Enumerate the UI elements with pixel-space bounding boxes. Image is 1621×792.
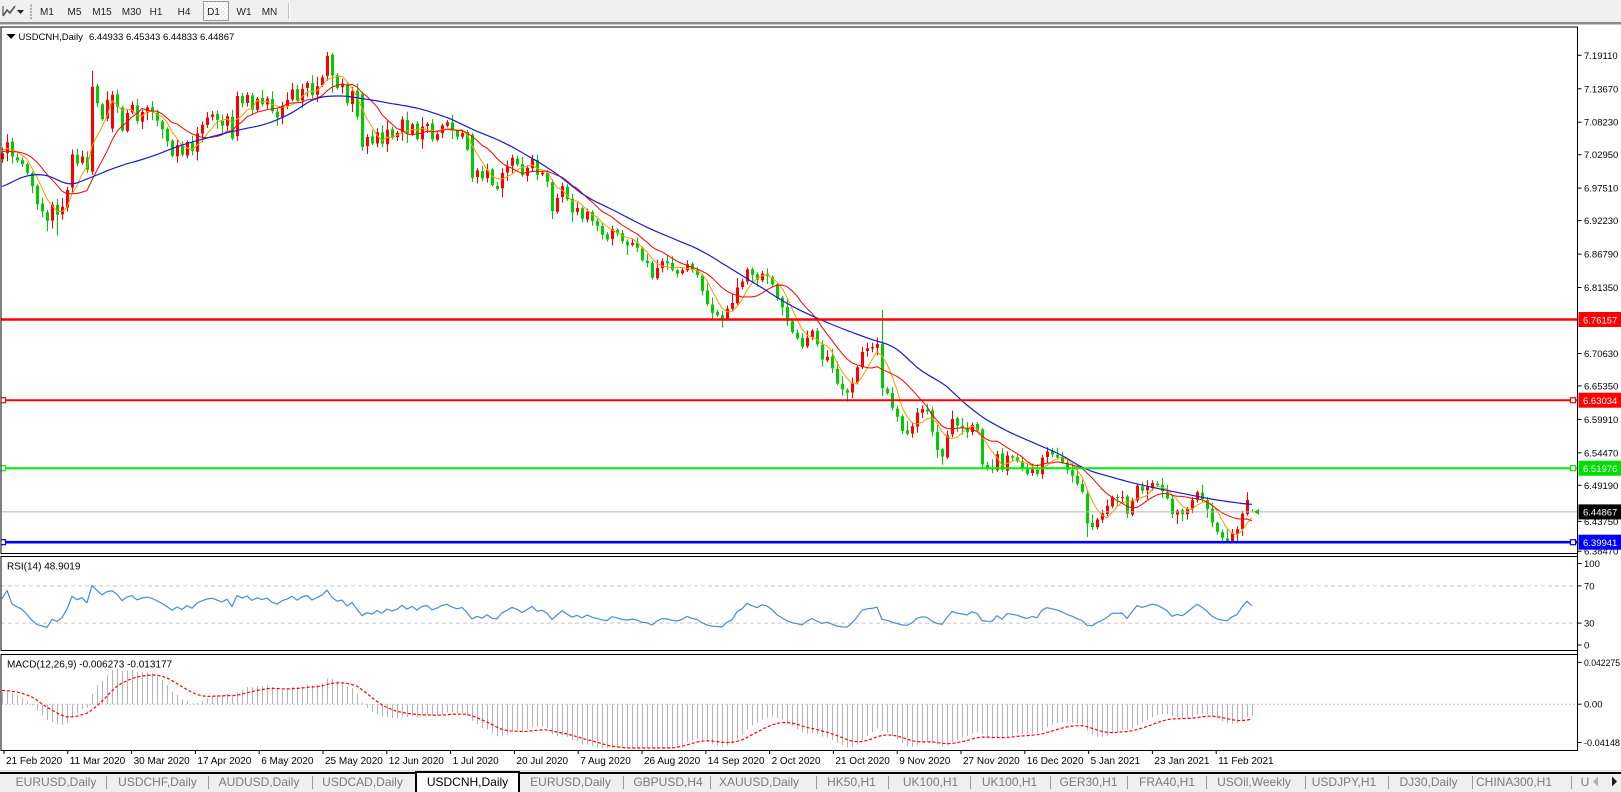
svg-text:EURUSD,Daily: EURUSD,Daily xyxy=(16,775,97,789)
svg-text:UK100,H1: UK100,H1 xyxy=(982,775,1038,789)
svg-text:0.042275: 0.042275 xyxy=(1584,658,1620,669)
svg-text:USOil,Weekly: USOil,Weekly xyxy=(1217,775,1291,789)
svg-text:XAUUSD,Daily: XAUUSD,Daily xyxy=(719,775,799,789)
svg-text:CHINA300,H1: CHINA300,H1 xyxy=(1476,775,1552,789)
svg-text:2 Oct 2020: 2 Oct 2020 xyxy=(772,756,821,767)
svg-text:30 Mar 2020: 30 Mar 2020 xyxy=(134,756,191,767)
svg-text:AUDUSD,Daily: AUDUSD,Daily xyxy=(219,775,300,789)
svg-text:USDCHF,Daily: USDCHF,Daily xyxy=(118,775,197,789)
svg-text:7 Aug 2020: 7 Aug 2020 xyxy=(580,756,631,767)
svg-text:30: 30 xyxy=(1584,619,1595,630)
svg-text:6.44867: 6.44867 xyxy=(1583,508,1617,519)
svg-text:0.00: 0.00 xyxy=(1584,700,1603,711)
svg-text:70: 70 xyxy=(1584,581,1595,592)
svg-text:6.51976: 6.51976 xyxy=(1583,464,1617,475)
svg-text:7.19110: 7.19110 xyxy=(1584,51,1618,62)
svg-text:14 Sep 2020: 14 Sep 2020 xyxy=(708,756,765,767)
svg-text:MN: MN xyxy=(262,7,278,18)
svg-text:0: 0 xyxy=(1584,641,1589,652)
svg-text:W1: W1 xyxy=(237,7,252,18)
svg-text:USDCNH,Daily: USDCNH,Daily xyxy=(427,775,508,789)
svg-text:7.13670: 7.13670 xyxy=(1584,84,1618,95)
svg-text:HK50,H1: HK50,H1 xyxy=(827,775,876,789)
svg-text:7.02950: 7.02950 xyxy=(1584,150,1618,161)
svg-text:EURUSD,Daily: EURUSD,Daily xyxy=(530,775,611,789)
svg-text:5 Jan 2021: 5 Jan 2021 xyxy=(1091,756,1141,767)
svg-text:6.44933 6.45343 6.44833 6.4486: 6.44933 6.45343 6.44833 6.44867 xyxy=(89,32,234,43)
svg-text:GER30,H1: GER30,H1 xyxy=(1059,775,1117,789)
svg-text:M1: M1 xyxy=(40,7,54,18)
svg-text:17 Apr 2020: 17 Apr 2020 xyxy=(197,756,251,767)
svg-text:6.43750: 6.43750 xyxy=(1584,517,1618,528)
svg-text:16 Dec 2020: 16 Dec 2020 xyxy=(1027,756,1084,767)
svg-text:U: U xyxy=(1581,775,1590,789)
svg-text:6.70630: 6.70630 xyxy=(1584,349,1618,360)
svg-text:D1: D1 xyxy=(207,7,220,18)
svg-text:6.65350: 6.65350 xyxy=(1584,381,1618,392)
svg-text:11 Mar 2020: 11 Mar 2020 xyxy=(70,756,126,767)
svg-text:6.49190: 6.49190 xyxy=(1584,481,1618,492)
svg-text:21 Feb 2020: 21 Feb 2020 xyxy=(6,756,63,767)
svg-text:H4: H4 xyxy=(178,7,191,18)
svg-text:7.08230: 7.08230 xyxy=(1584,118,1618,129)
svg-text:UK100,H1: UK100,H1 xyxy=(903,775,959,789)
svg-text:6.86790: 6.86790 xyxy=(1584,250,1618,261)
svg-text:6.81350: 6.81350 xyxy=(1584,283,1618,294)
svg-text:9 Nov 2020: 9 Nov 2020 xyxy=(899,756,951,767)
svg-text:-0.04148: -0.04148 xyxy=(1584,738,1620,749)
svg-text:M5: M5 xyxy=(68,7,82,18)
svg-text:27 Nov 2020: 27 Nov 2020 xyxy=(963,756,1020,767)
svg-text:RSI(14) 48.9019: RSI(14) 48.9019 xyxy=(7,562,81,573)
svg-text:6.38470: 6.38470 xyxy=(1584,547,1618,558)
svg-text:12 Jun 2020: 12 Jun 2020 xyxy=(389,756,444,767)
svg-text:20 Jul 2020: 20 Jul 2020 xyxy=(516,756,568,767)
svg-text:DJ30,Daily: DJ30,Daily xyxy=(1399,775,1457,789)
svg-text:100: 100 xyxy=(1584,559,1600,570)
svg-text:6.39941: 6.39941 xyxy=(1583,538,1617,549)
svg-text:6.76157: 6.76157 xyxy=(1583,315,1617,326)
svg-text:6.97510: 6.97510 xyxy=(1584,184,1618,195)
svg-text:6.92230: 6.92230 xyxy=(1584,216,1618,227)
svg-text:MACD(12,26,9) -0.006273 -0.013: MACD(12,26,9) -0.006273 -0.013177 xyxy=(7,660,173,671)
svg-text:25 May 2020: 25 May 2020 xyxy=(325,756,383,767)
svg-text:M15: M15 xyxy=(92,7,112,18)
svg-text:6.54470: 6.54470 xyxy=(1584,448,1618,459)
svg-text:GBPUSD,H4: GBPUSD,H4 xyxy=(633,775,703,789)
svg-text:6.63034: 6.63034 xyxy=(1583,396,1617,407)
svg-text:6.59910: 6.59910 xyxy=(1584,415,1618,426)
svg-text:21 Oct 2020: 21 Oct 2020 xyxy=(835,756,890,767)
svg-text:USDJPY,H1: USDJPY,H1 xyxy=(1312,775,1377,789)
svg-text:26 Aug 2020: 26 Aug 2020 xyxy=(644,756,701,767)
svg-text:H1: H1 xyxy=(150,7,163,18)
svg-text:USDCAD,Daily: USDCAD,Daily xyxy=(322,775,403,789)
svg-text:FRA40,H1: FRA40,H1 xyxy=(1139,775,1195,789)
svg-text:1 Jul 2020: 1 Jul 2020 xyxy=(453,756,500,767)
svg-text:23 Jan 2021: 23 Jan 2021 xyxy=(1154,756,1209,767)
svg-text:11 Feb 2021: 11 Feb 2021 xyxy=(1218,756,1274,767)
svg-text:USDCNH,Daily: USDCNH,Daily xyxy=(19,32,84,43)
svg-text:6 May 2020: 6 May 2020 xyxy=(261,756,314,767)
svg-text:M30: M30 xyxy=(122,7,142,18)
